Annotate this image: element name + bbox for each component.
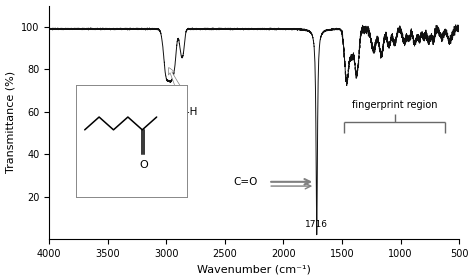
Text: C=O: C=O bbox=[233, 177, 258, 187]
Text: fingerprint region: fingerprint region bbox=[352, 100, 438, 109]
Y-axis label: Transmittance (%): Transmittance (%) bbox=[6, 71, 16, 173]
X-axis label: Wavenumber (cm⁻¹): Wavenumber (cm⁻¹) bbox=[197, 264, 311, 274]
Text: 1716: 1716 bbox=[305, 220, 328, 228]
Text: C–H: C–H bbox=[177, 108, 198, 118]
